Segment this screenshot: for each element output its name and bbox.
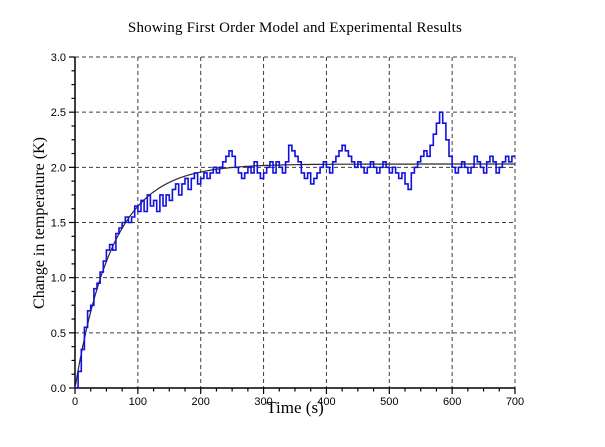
y-tick-label: 1.0 <box>51 273 66 285</box>
chart-title: Showing First Order Model and Experiment… <box>127 20 463 36</box>
x-tick-label: 700 <box>506 396 524 408</box>
y-tick-label: 0.0 <box>51 383 66 395</box>
y-tick-label: 3.0 <box>51 52 66 64</box>
x-tick-label: 300 <box>254 396 272 408</box>
x-tick-label: 400 <box>317 396 335 408</box>
x-tick-label: 200 <box>192 396 210 408</box>
y-axis-label: Change in temperature (K) <box>31 137 48 309</box>
y-tick-label: 2.5 <box>51 107 66 119</box>
y-tick-label: 1.5 <box>51 218 66 230</box>
x-tick-label: 0 <box>72 396 78 408</box>
x-tick-label: 500 <box>380 396 398 408</box>
model-series <box>74 163 515 389</box>
experimental-series <box>75 111 515 389</box>
y-tick-label: 0.5 <box>51 328 66 340</box>
x-tick-label: 100 <box>129 396 147 408</box>
x-axis-label: Time (s) <box>266 398 324 417</box>
x-tick-label: 600 <box>443 396 461 408</box>
y-tick-label: 2.0 <box>51 162 66 174</box>
